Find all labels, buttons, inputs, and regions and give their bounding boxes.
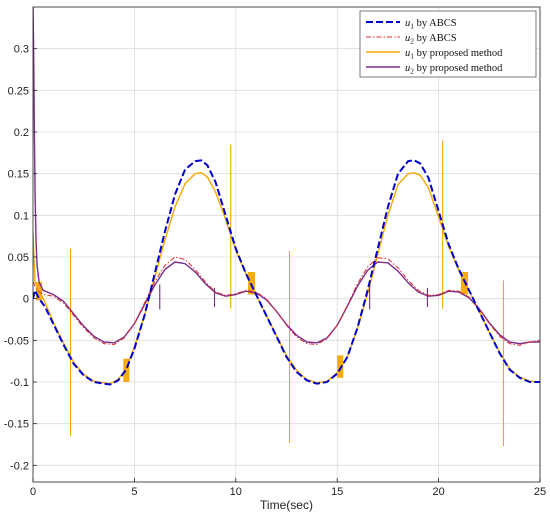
- x-tick-label: 5: [131, 486, 137, 498]
- x-tick-label: 25: [534, 486, 546, 498]
- legend-entry-4: u2 by proposed method: [405, 63, 503, 76]
- series-3-burst: [460, 272, 469, 295]
- plot-area-frame: [32, 6, 541, 483]
- series-2-group: [33, 256, 540, 346]
- series-3-burst: [123, 358, 130, 382]
- y-tick-label: -0.2: [10, 460, 29, 472]
- series-3-burst: [337, 355, 344, 378]
- y-tick-label: 0.3: [14, 44, 29, 56]
- y-tick-label: 0.15: [8, 169, 29, 181]
- axis-ticks: 0 5 10 15 20 25 -0.2 -0.15 -0.1 -0.05 0 0.05 0.1 0.15…: [4, 44, 546, 498]
- y-tick-label: 0.05: [8, 252, 29, 264]
- x-tick-label: 0: [30, 486, 36, 498]
- y-tick-label: 0: [23, 294, 29, 306]
- legend-entry-2: u2 by ABCS: [405, 33, 457, 46]
- x-tick-label: 10: [230, 486, 242, 498]
- y-tick-label: 0.2: [14, 127, 29, 139]
- legend-entry-1: u1 by ABCS: [405, 18, 457, 31]
- series-layer: [33, 7, 540, 447]
- y-tick-label: -0.05: [4, 335, 29, 347]
- legend: u1 by ABCS u2 by ABCS u1 by proposed metho…: [359, 10, 537, 78]
- y-tick-label: -0.1: [10, 377, 29, 389]
- series-1-line: [33, 159, 540, 386]
- x-tick-label: 15: [331, 486, 343, 498]
- y-tick-label: 0.1: [14, 210, 29, 222]
- series-1-group: [33, 159, 540, 386]
- x-tick-label: 20: [432, 486, 444, 498]
- legend-entry-3: u1 by proposed method: [405, 48, 503, 61]
- series-2-line: [33, 256, 540, 346]
- x-axis-label: Time(sec): [260, 498, 313, 512]
- y-tick-label: -0.15: [4, 419, 29, 431]
- y-tick-label: 0.25: [8, 85, 29, 97]
